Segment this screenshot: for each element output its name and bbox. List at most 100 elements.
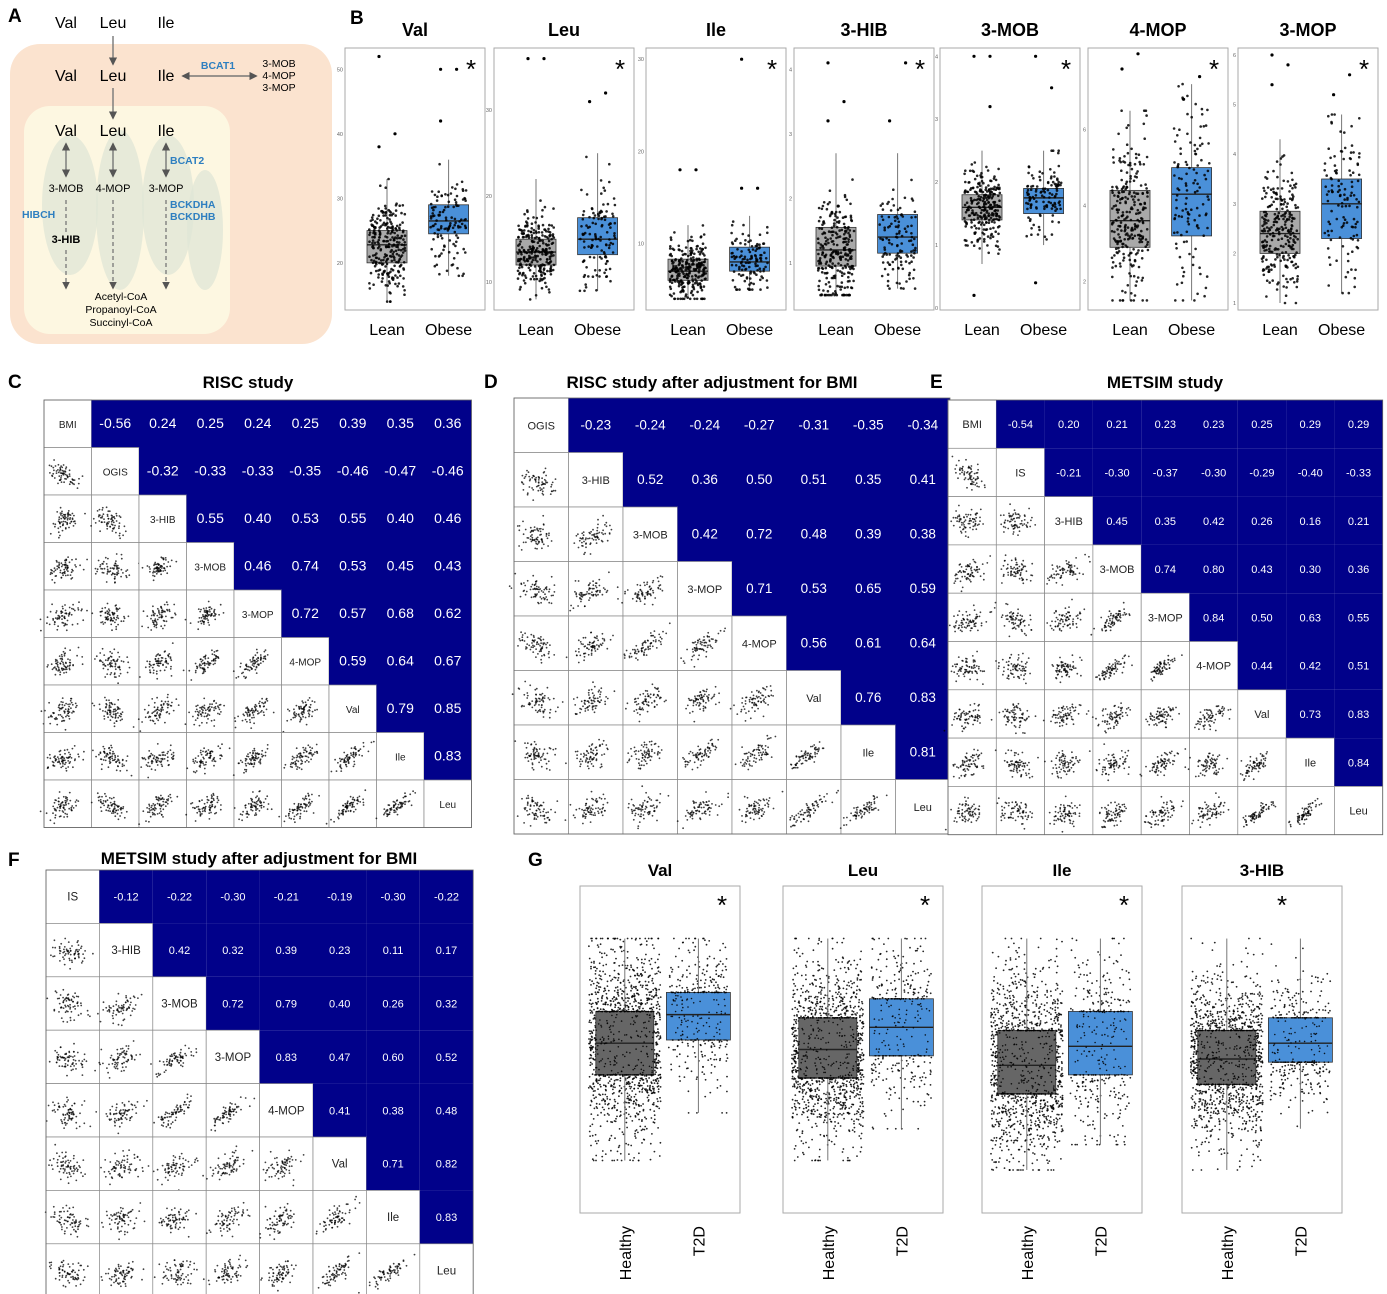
matrix-scatter-point xyxy=(194,671,197,674)
panel-b-outlier xyxy=(1136,52,1140,56)
panel-b-obese-point xyxy=(591,275,595,279)
panel-b-lean-point xyxy=(843,286,847,290)
panel-b-lean-point xyxy=(1133,227,1137,231)
matrix-scatter-point xyxy=(105,705,107,708)
panel-b-lean-point xyxy=(987,184,990,187)
matrix-scatter-point xyxy=(62,472,64,475)
matrix-scatter-point xyxy=(72,710,74,713)
panel-b-lean-point xyxy=(847,275,850,279)
matrix-scatter-point xyxy=(58,566,60,569)
matrix-scatter-point xyxy=(190,679,193,681)
matrix-scatter-point xyxy=(68,668,71,671)
matrix-var-label: Val xyxy=(346,705,360,716)
matrix-scatter-point xyxy=(65,516,67,519)
matrix-scatter-point xyxy=(247,755,250,758)
matrix-scatter-point xyxy=(312,753,315,756)
panel-b-lean-point xyxy=(1284,234,1287,237)
panel-b-obese-point xyxy=(743,255,747,259)
panel-b-obese-point xyxy=(1175,198,1178,202)
panel-b-lean-point xyxy=(1275,193,1278,196)
panel-b-lean-point xyxy=(1144,183,1147,186)
significance-star: * xyxy=(1061,54,1071,84)
matrix-var-label: OGIS xyxy=(103,467,128,478)
panel-b-lean-point xyxy=(1126,197,1130,201)
matrix-scatter-point xyxy=(262,660,265,663)
matrix-scatter-point xyxy=(66,714,69,717)
panel-b-obese-point xyxy=(748,265,751,269)
matrix-scatter-point xyxy=(247,753,249,755)
panel-b-lean-point xyxy=(368,282,371,285)
matrix-scatter-point xyxy=(101,661,104,664)
panel-b-obese-point xyxy=(430,247,434,251)
panel-b-lean-point xyxy=(1284,251,1288,254)
panel-b-obese-point xyxy=(1035,206,1038,209)
matrix-scatter-point xyxy=(151,762,153,765)
matrix-scatter-point xyxy=(64,728,67,731)
matrix-scatter-point xyxy=(154,563,157,566)
panel-b-obese-point xyxy=(881,202,884,205)
panel-b-lean-point xyxy=(1275,253,1279,256)
panel-b-lean-point xyxy=(691,249,694,252)
panel-b-lean-point xyxy=(687,282,690,285)
matrix-scatter-point xyxy=(265,697,268,700)
panel-b-lean-point xyxy=(372,246,375,250)
panel-b-obese-point xyxy=(603,218,607,222)
panel-b-obese-point xyxy=(432,238,435,241)
panel-b-obese-point xyxy=(454,201,458,204)
panel-b-lean-point xyxy=(1134,152,1138,156)
panel-b-obese-point xyxy=(1057,180,1060,184)
panel-b-lean-point xyxy=(1261,224,1264,228)
panel-b-lean-point xyxy=(522,248,526,252)
matrix-scatter-point xyxy=(295,704,298,707)
matrix-scatter-point xyxy=(244,718,247,721)
panel-b-ytick: 1 xyxy=(1233,301,1236,307)
panel-b-obese-point xyxy=(1051,214,1055,217)
matrix-coef-value: 0.55 xyxy=(339,510,366,526)
matrix-scatter-point xyxy=(60,660,63,663)
panel-b-lean-point xyxy=(1141,276,1145,280)
matrix-scatter-point xyxy=(116,574,118,576)
panel-b-lean-point xyxy=(1136,192,1140,195)
matrix-scatter-point xyxy=(293,708,295,711)
panel-b-lean-point xyxy=(680,268,683,272)
mito-aa-Val: Val xyxy=(55,123,77,140)
matrix-scatter-point xyxy=(70,613,73,616)
panel-b-lean-point xyxy=(382,258,385,262)
matrix-scatter-point xyxy=(172,709,175,712)
matrix-scatter-point xyxy=(58,655,61,657)
matrix-scatter-point xyxy=(284,763,287,766)
keto-acid-1: 4-MOP xyxy=(96,183,131,195)
panel-b-lean-point xyxy=(850,255,853,258)
panel-b-obese-point xyxy=(613,203,617,207)
panel-b-lean-point xyxy=(818,262,821,265)
panel-b-lean-point xyxy=(701,224,705,227)
panel-b-obese-point xyxy=(604,254,607,258)
panel-b-obese-point xyxy=(883,248,887,251)
panel-b-lean-point xyxy=(668,270,672,274)
matrix-scatter-point xyxy=(107,618,110,620)
panel-b-lean-point xyxy=(995,203,999,207)
panel-b-lean-point xyxy=(696,290,699,294)
matrix-scatter-point xyxy=(207,619,210,622)
matrix-scatter-point xyxy=(72,766,74,769)
matrix-scatter-point xyxy=(58,561,60,564)
matrix-scatter-point xyxy=(58,615,61,618)
matrix-scatter-point xyxy=(104,710,107,713)
matrix-scatter-point xyxy=(66,476,69,479)
panel-b-obese-point xyxy=(1341,245,1345,248)
matrix-scatter-point xyxy=(204,751,207,753)
matrix-scatter-point xyxy=(63,672,65,674)
matrix-scatter-point xyxy=(67,570,69,573)
panel-b-lean-point xyxy=(522,279,526,282)
matrix-scatter-point xyxy=(73,479,76,481)
panel-b-lean-point xyxy=(521,235,525,239)
panel-b-lean-point xyxy=(1125,126,1128,130)
panel-b-obese-point xyxy=(452,242,455,246)
panel-b-ytick: 30 xyxy=(486,108,492,114)
panel-b-lean-point xyxy=(377,238,381,242)
panel-b-obese-point xyxy=(1053,175,1056,178)
panel-b-obese-point xyxy=(878,223,881,226)
panel-b-obese-point xyxy=(1356,162,1359,165)
panel-b-obese-point xyxy=(1173,174,1176,177)
